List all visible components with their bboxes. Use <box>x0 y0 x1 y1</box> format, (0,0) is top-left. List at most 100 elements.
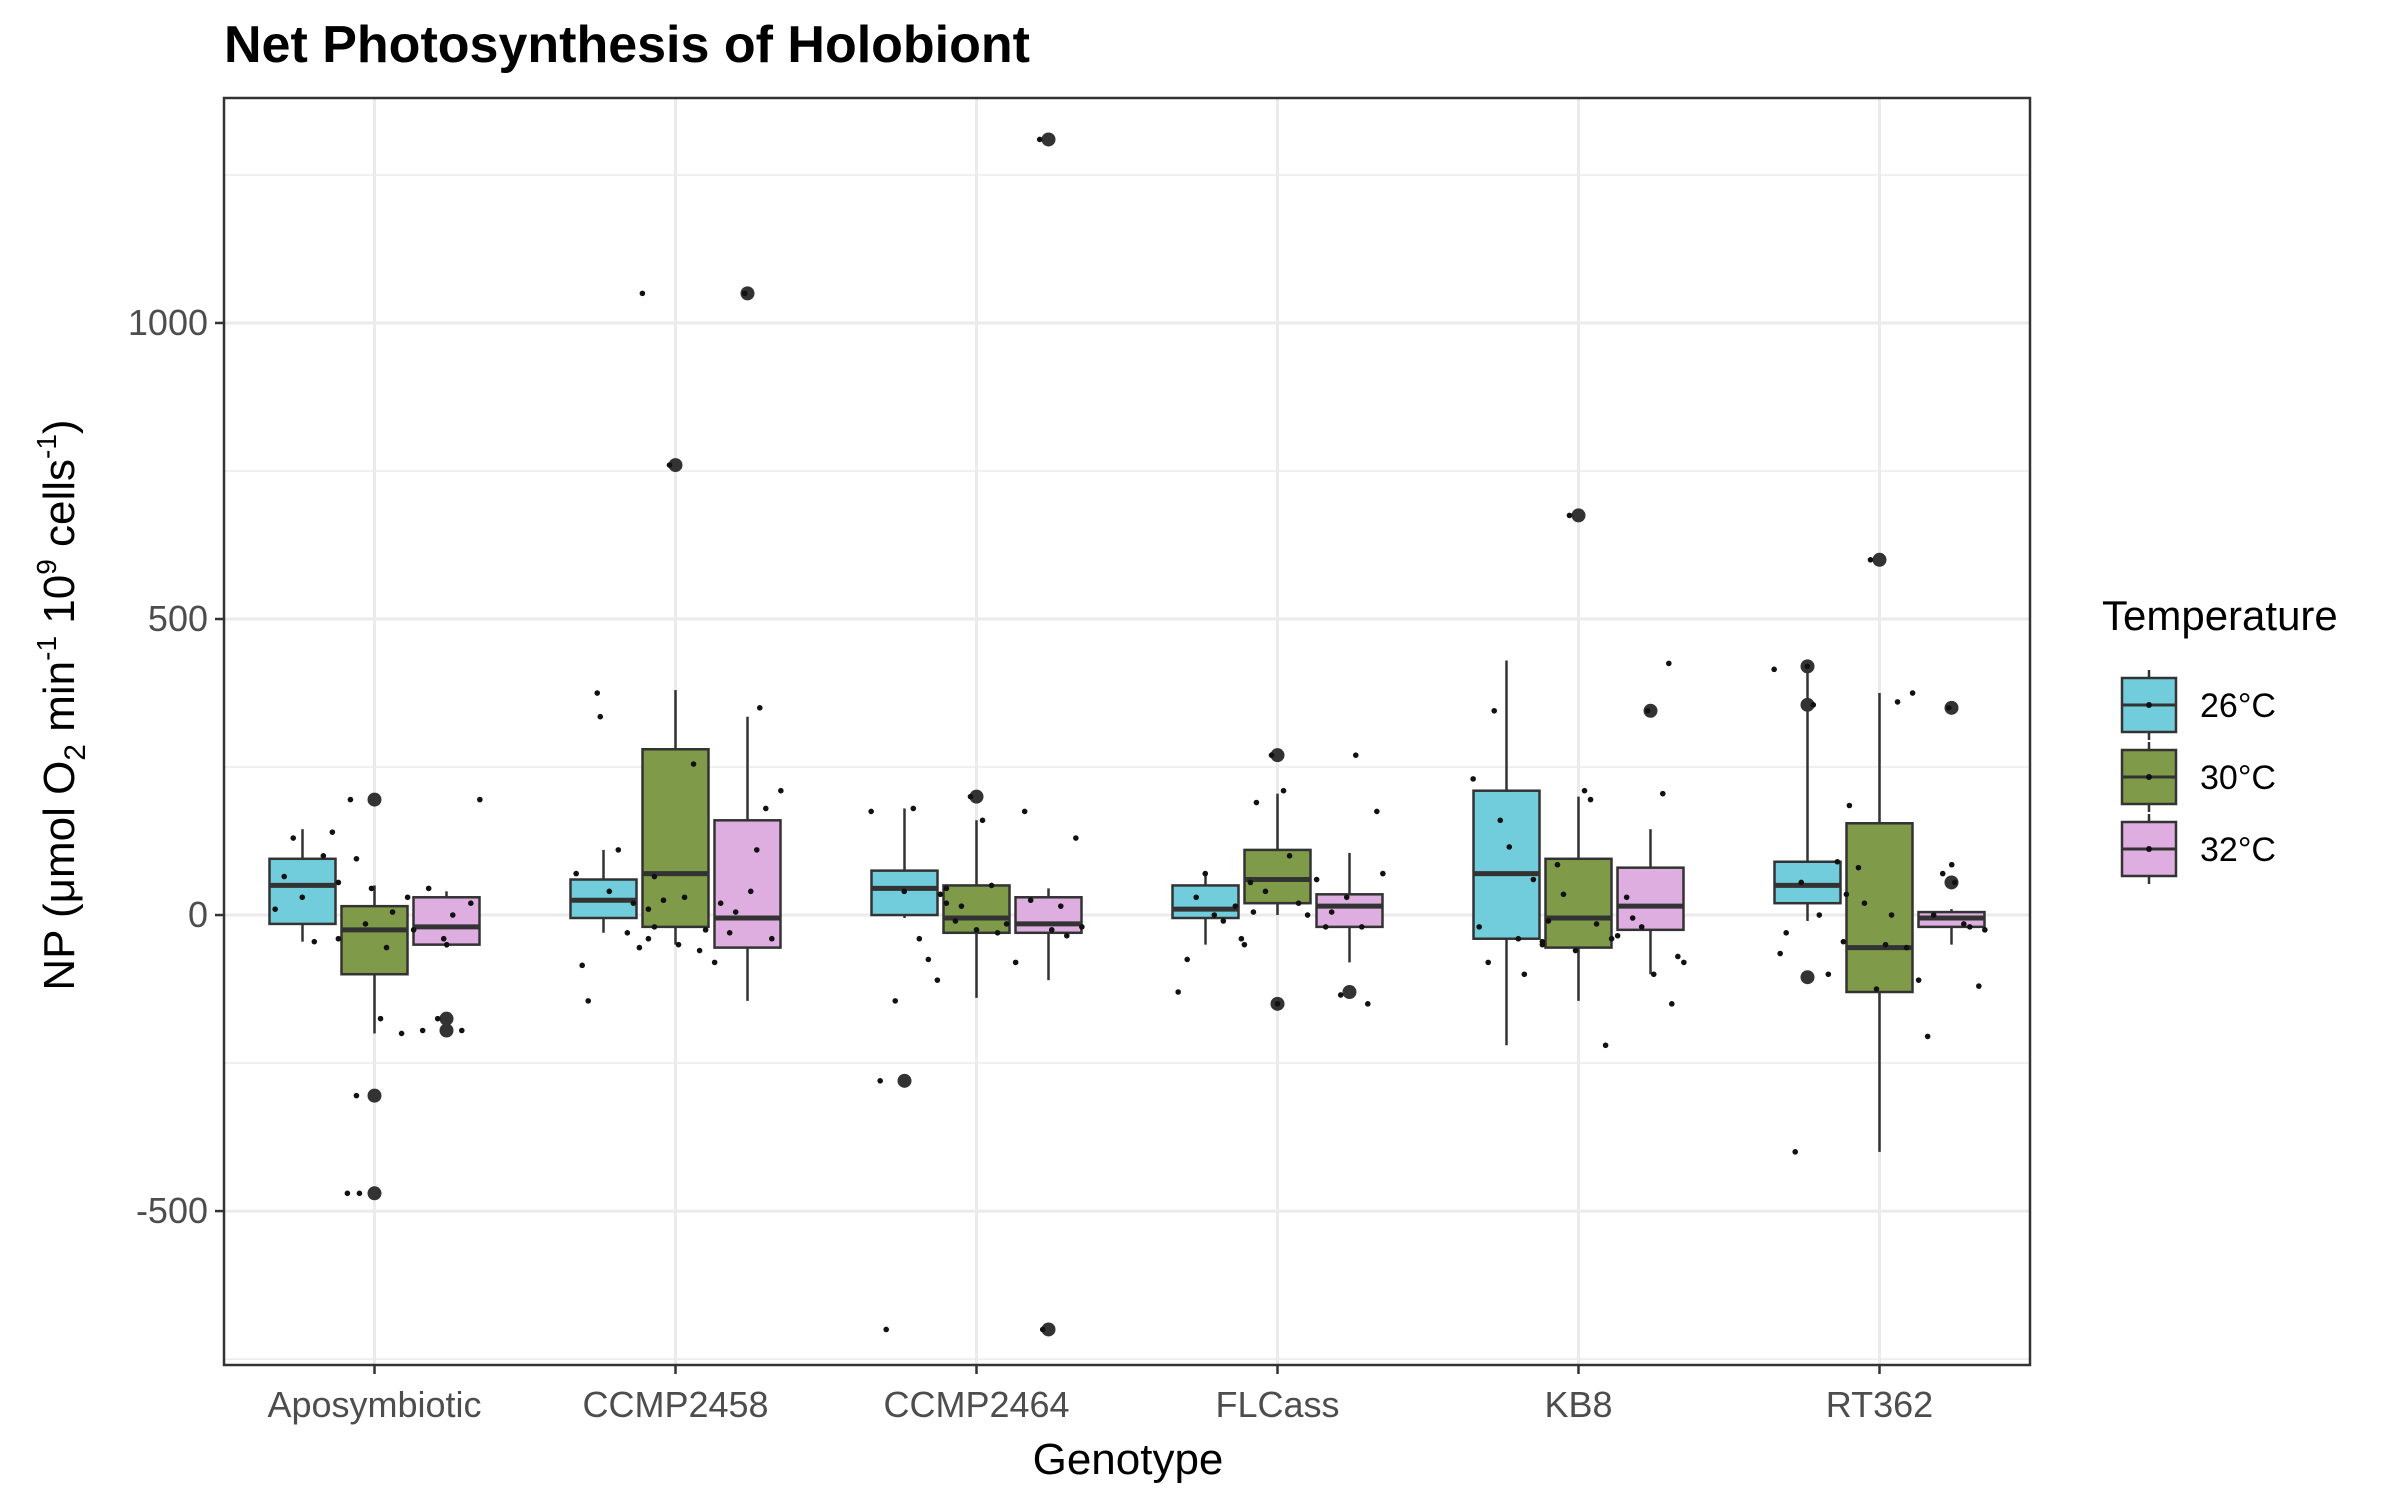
y-axis-title-ten: 10 <box>35 575 84 636</box>
jitter-point <box>1545 918 1552 924</box>
x-tick-label: Aposymbiotic <box>267 1384 481 1425</box>
jitter-point <box>756 705 763 711</box>
box-iqr <box>1243 848 1312 905</box>
box-26°C-Aposymbiotic <box>268 829 337 942</box>
box-iqr <box>412 896 481 946</box>
y-axis-title-prefix: NP (μmol O <box>35 761 84 991</box>
legend-item-32°C: 32°C <box>2120 814 2276 884</box>
jitter-point <box>1581 787 1588 794</box>
jitter-point <box>1220 918 1227 924</box>
jitter-point <box>1506 844 1513 850</box>
legend-key-point <box>2146 774 2152 780</box>
box-layer <box>268 132 1988 1337</box>
jitter-point <box>1313 876 1320 883</box>
jitter-point <box>943 885 950 892</box>
y-axis-title-suffix: ) <box>35 419 84 434</box>
jitter-point <box>335 935 342 942</box>
box-32°C-CCMP2464 <box>1014 132 1083 1337</box>
jitter-point <box>468 900 474 906</box>
jitter-point <box>883 1326 889 1333</box>
outlier-point <box>1041 1322 1056 1337</box>
jitter-point <box>1602 1042 1609 1049</box>
jitter-point <box>711 959 718 966</box>
jitter-point <box>1982 927 1988 933</box>
jitter-point <box>763 805 769 812</box>
box-30°C-Aposymbiotic <box>340 792 409 1201</box>
box-32°C-FLCass <box>1315 852 1384 1000</box>
legend-item-26°C: 26°C <box>2120 670 2276 740</box>
box-iqr <box>268 857 337 926</box>
jitter-point <box>988 882 995 889</box>
legend-label: 32°C <box>2200 831 2276 869</box>
jitter-point <box>1175 989 1181 995</box>
x-tick-label: CCMP2458 <box>582 1384 768 1425</box>
jitter-point <box>1909 690 1916 696</box>
chart-title: Net Photosynthesis of Holobiont <box>224 16 1030 74</box>
jitter-point <box>934 977 941 983</box>
jitter-point <box>1521 971 1528 978</box>
jitter-point <box>1804 663 1811 670</box>
jitter-point <box>778 787 784 794</box>
box-30°C-FLCass <box>1243 748 1312 1011</box>
jitter-point <box>1650 971 1657 978</box>
jitter-point <box>1057 903 1064 909</box>
jitter-point <box>425 885 432 892</box>
jitter-point <box>1280 787 1287 794</box>
axis-layer: -500 0 500 1000 Aposymbiotic CCMP2458 CCMP2464… <box>128 302 1933 1425</box>
jitter-point <box>1861 900 1868 906</box>
jitter-point <box>449 912 456 918</box>
jitter-point <box>335 879 342 886</box>
legend-item-30°C: 30°C <box>2120 742 2276 812</box>
jitter-point <box>1960 921 1967 927</box>
jitter-point <box>1951 879 1958 886</box>
jitter-point <box>1681 959 1687 966</box>
jitter-point <box>892 998 899 1004</box>
jitter-point <box>410 927 417 933</box>
outlier-point <box>1944 875 1959 890</box>
jitter-point <box>1515 935 1522 942</box>
jitter-point <box>1915 977 1922 983</box>
y-axis-title-ten-exponent: 9 <box>31 559 62 575</box>
jitter-point <box>398 1030 405 1037</box>
outlier-point <box>367 1088 382 1103</box>
legend-key-point <box>2146 846 2152 852</box>
x-tick-label: RT362 <box>1826 1384 1933 1425</box>
jitter-point <box>1286 853 1293 859</box>
jitter-point <box>443 941 450 948</box>
jitter-point <box>1669 1001 1675 1007</box>
x-tick-label: KB8 <box>1544 1384 1612 1425</box>
outlier-point <box>439 1011 454 1026</box>
jitter-point <box>630 900 637 906</box>
outlier-point <box>1041 132 1056 147</box>
jitter-point <box>1614 932 1621 939</box>
jitter-point <box>1675 953 1681 960</box>
jitter-point <box>1638 924 1645 930</box>
jitter-point <box>1247 879 1254 886</box>
jitter-point <box>353 1092 360 1099</box>
jitter-point <box>958 903 965 909</box>
box-iqr <box>340 904 409 976</box>
jitter-point <box>579 962 585 969</box>
jitter-point <box>732 909 739 915</box>
jitter-point <box>1666 660 1672 667</box>
jitter-point <box>573 870 579 877</box>
outlier-point <box>668 458 683 473</box>
jitter-point <box>1840 938 1847 945</box>
jitter-point <box>1304 912 1311 918</box>
box-iqr <box>713 819 782 949</box>
outlier-point <box>1872 552 1887 567</box>
jitter-point <box>753 847 760 853</box>
y-tick-label: 500 <box>148 598 208 639</box>
jitter-point <box>383 944 390 951</box>
jitter-point <box>1539 938 1546 945</box>
jitter-point <box>994 929 1001 936</box>
jitter-point <box>458 1027 465 1034</box>
box-iqr <box>1845 822 1914 994</box>
jitter-point <box>1073 835 1079 841</box>
jitter-point <box>1193 894 1200 901</box>
jitter-point <box>1816 912 1823 918</box>
jitter-point <box>320 853 327 859</box>
box-iqr <box>1315 893 1384 929</box>
